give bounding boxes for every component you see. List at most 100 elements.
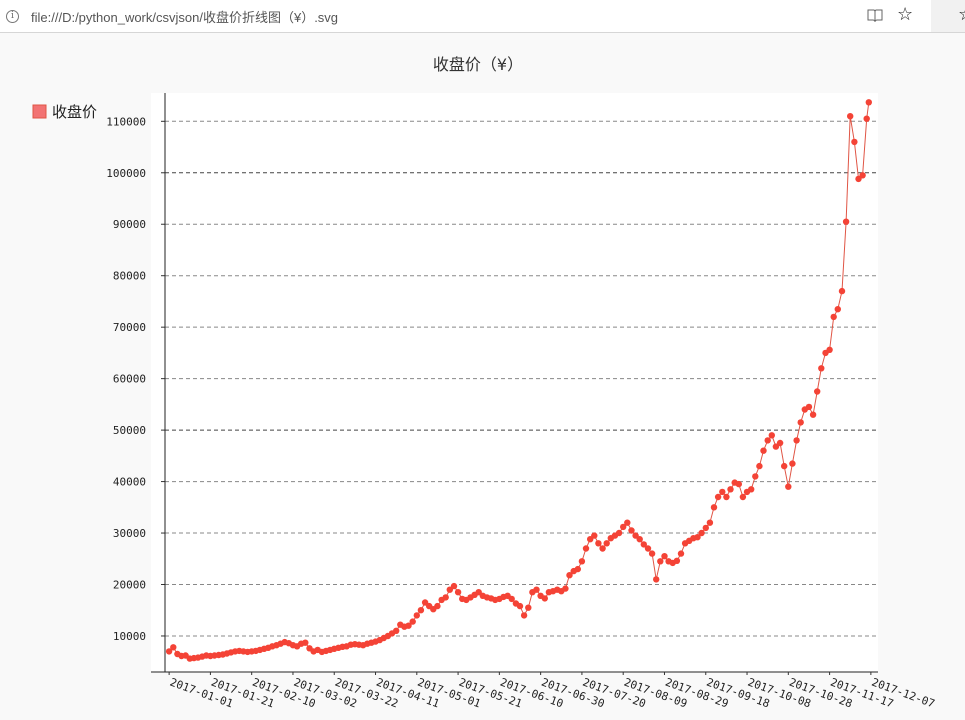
data-point [409, 618, 416, 625]
data-point [865, 99, 872, 106]
data-point [442, 594, 449, 601]
data-point [574, 565, 581, 573]
data-point [657, 558, 664, 565]
data-point [805, 403, 813, 411]
data-point [636, 536, 643, 543]
data-point [764, 437, 771, 444]
data-point [739, 493, 747, 501]
data-point [677, 550, 685, 557]
data-point [628, 527, 635, 534]
address-bar[interactable]: file:///D:/python_work/csvjson/收盘价折线图（¥）… [31, 10, 339, 25]
data-point [446, 586, 453, 593]
data-point [834, 306, 841, 313]
data-point [863, 115, 870, 122]
y-tick-label: 40000 [113, 476, 146, 489]
data-point [710, 504, 718, 511]
data-point [785, 483, 792, 490]
data-point [818, 365, 825, 372]
data-point [562, 585, 569, 592]
data-point [302, 639, 309, 646]
y-tick-label: 10000 [113, 630, 146, 643]
browser-toolbar: i file:///D:/python_work/csvjson/收盘价折线图（… [0, 0, 931, 33]
data-point [413, 612, 420, 619]
data-point [706, 519, 714, 526]
data-point [855, 175, 862, 183]
data-point [772, 443, 780, 450]
y-tick-label: 110000 [106, 115, 146, 128]
data-point [814, 388, 821, 395]
data-point [698, 529, 705, 537]
data-point [434, 602, 441, 610]
bookmark-star-icon[interactable]: ☆ [897, 4, 914, 25]
data-point [405, 622, 412, 629]
data-point [620, 523, 627, 531]
data-point [719, 488, 726, 496]
data-point [714, 493, 722, 501]
data-point [640, 541, 647, 548]
data-point [421, 599, 429, 606]
data-point [752, 473, 759, 480]
data-point [809, 411, 817, 418]
data-point [599, 545, 606, 552]
data-point [587, 536, 594, 543]
data-point [454, 589, 462, 596]
data-point [533, 586, 540, 593]
chart-title: 收盘价（¥） [433, 55, 523, 74]
data-point [170, 644, 177, 651]
data-point [727, 486, 734, 493]
legend-label: 收盘价 [52, 103, 97, 121]
data-point [615, 529, 623, 537]
data-point [450, 582, 458, 590]
data-point [789, 460, 796, 467]
data-point [797, 419, 804, 426]
data-point [582, 545, 590, 552]
reader-view-icon[interactable] [867, 9, 883, 22]
data-point [760, 447, 767, 454]
y-tick-label: 90000 [113, 218, 146, 231]
data-point [842, 218, 850, 225]
data-point [516, 602, 524, 610]
data-point [520, 612, 528, 619]
data-point [748, 486, 755, 493]
data-point [632, 532, 639, 539]
data-point [393, 627, 400, 634]
data-point [735, 480, 742, 488]
data-point [694, 534, 701, 541]
data-point [723, 493, 730, 501]
data-point [475, 589, 482, 596]
data-point [165, 648, 173, 655]
data-point [830, 313, 837, 321]
plot-area [151, 93, 878, 672]
data-point [566, 572, 573, 579]
y-tick-label: 100000 [106, 167, 146, 180]
data-point [673, 557, 681, 564]
data-point [847, 113, 854, 120]
data-point [624, 519, 631, 526]
toolbar-strip [931, 0, 965, 33]
data-point [661, 553, 668, 560]
data-point [756, 462, 763, 470]
data-point [702, 524, 709, 532]
data-point [508, 595, 515, 603]
data-point [793, 437, 800, 444]
data-point [417, 607, 425, 614]
data-point [851, 138, 858, 146]
data-point [595, 540, 602, 547]
y-tick-label: 50000 [113, 424, 146, 437]
data-point [644, 545, 652, 552]
info-icon[interactable]: i [6, 10, 19, 23]
data-point [525, 604, 532, 611]
data-point [826, 346, 833, 353]
data-point [838, 287, 846, 295]
data-point [541, 595, 548, 602]
data-point [653, 576, 660, 583]
line-chart: 收盘价（¥） 收盘价 10000 20000 30000 40000 50000 60000 7… [32, 55, 937, 710]
y-tick-label: 70000 [113, 321, 146, 334]
data-point [603, 540, 610, 547]
y-tick-label: 30000 [113, 527, 146, 540]
data-point [578, 558, 586, 565]
legend-swatch [32, 104, 47, 119]
y-tick-label: 60000 [113, 373, 146, 386]
data-point [768, 432, 775, 439]
favorites-star-icon[interactable]: ☆ [958, 5, 965, 25]
